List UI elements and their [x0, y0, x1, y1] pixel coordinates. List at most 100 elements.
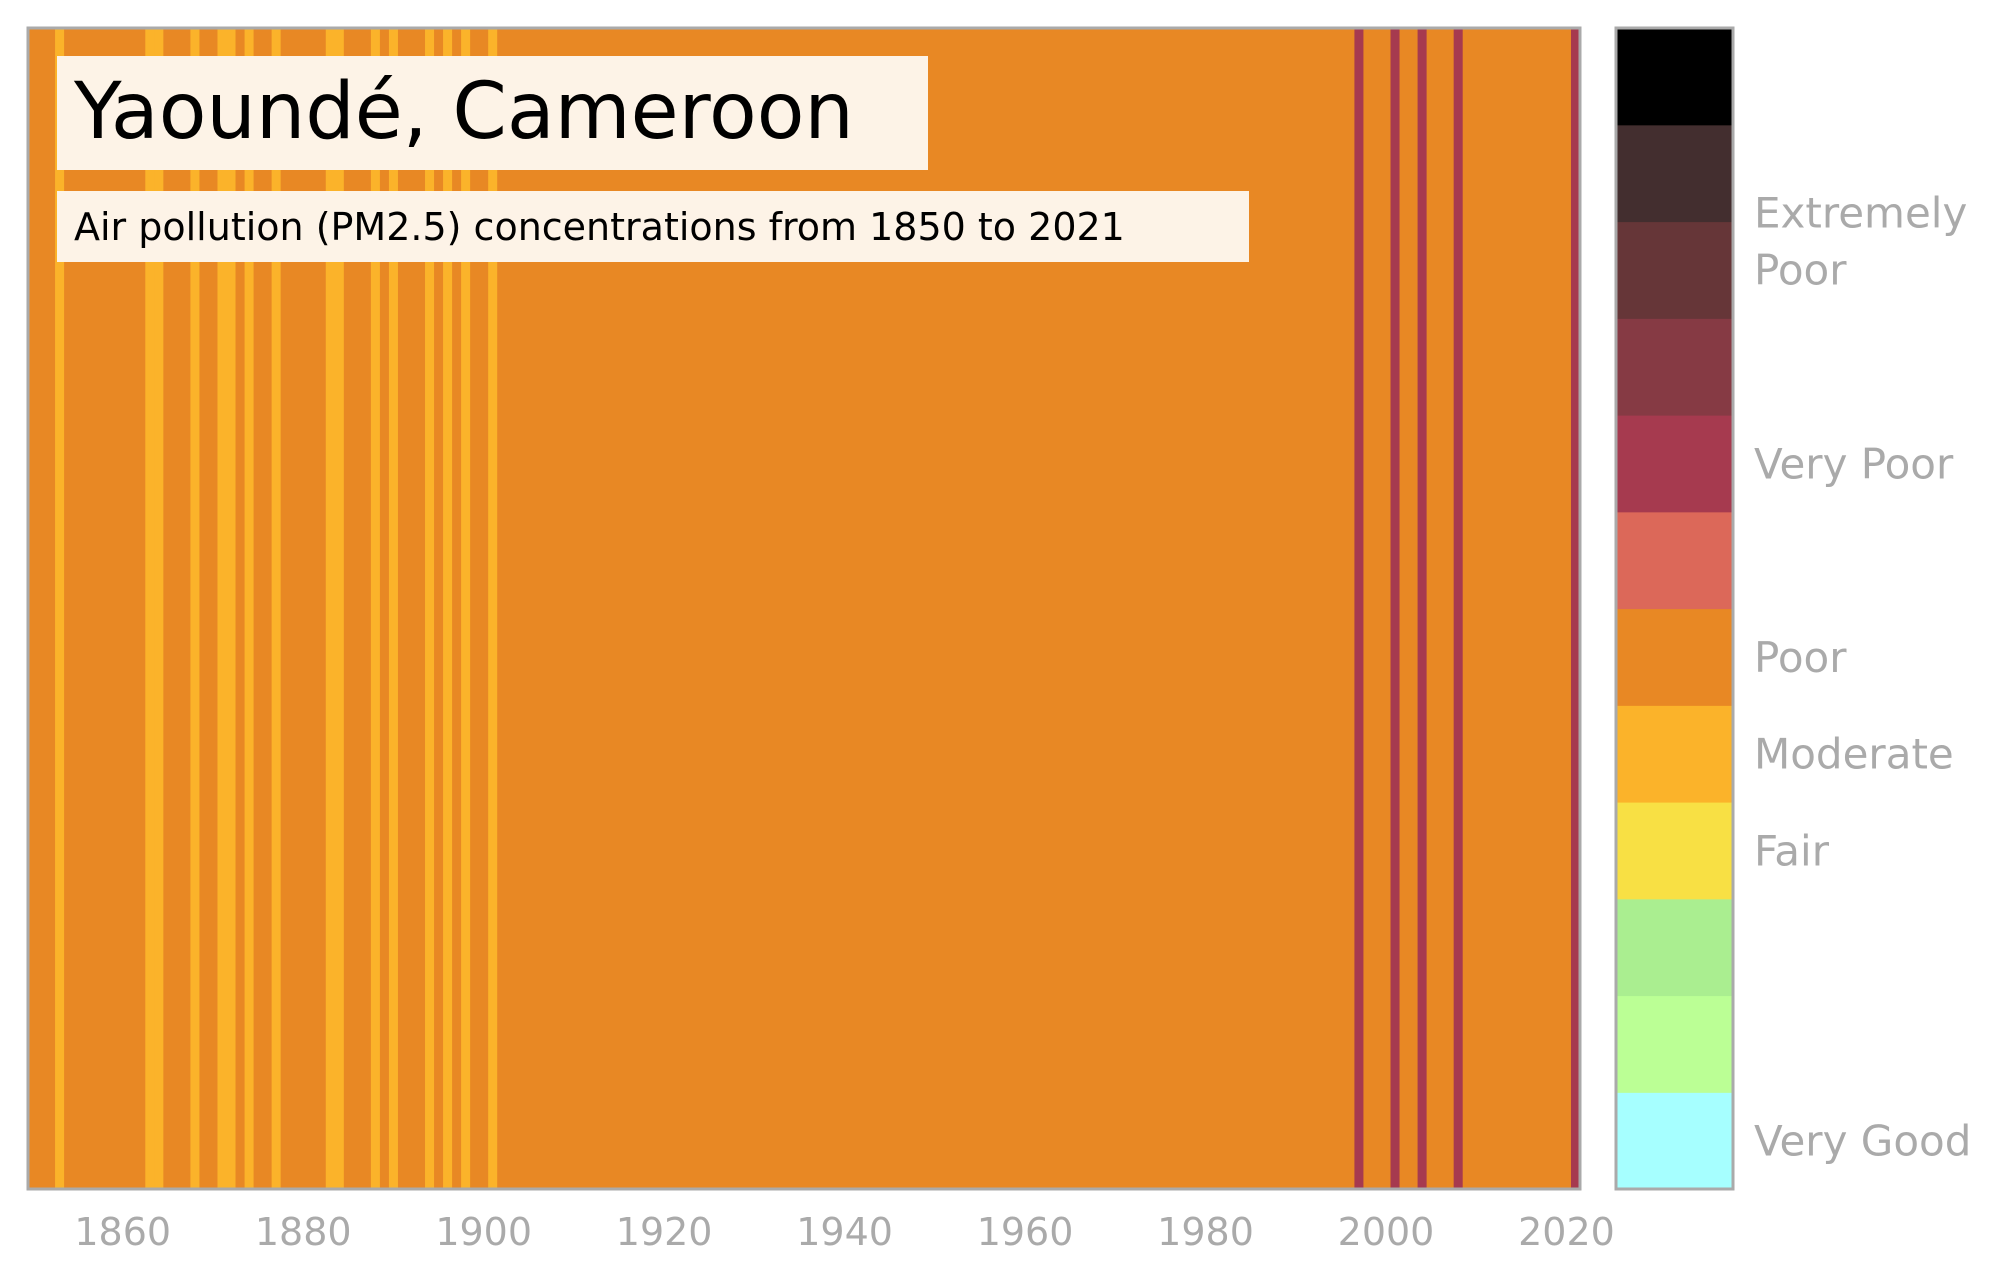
stripe-1985	[1246, 28, 1256, 1189]
stripe-1880	[298, 28, 309, 1189]
stripe-1990	[1291, 28, 1301, 1189]
stripe-1950	[930, 28, 940, 1189]
stripe-1867	[181, 28, 192, 1189]
stripe-1986	[1255, 28, 1265, 1189]
colorbar-labels: Very Good Fair Moderate Poor Very Poor Extrem…	[1754, 189, 1971, 1166]
stripe-2004	[1417, 28, 1428, 1189]
stripe-1893	[416, 28, 426, 1189]
colorbar-bin	[1616, 318, 1733, 416]
stripe-1916	[623, 28, 634, 1189]
stripe-1962	[1038, 28, 1049, 1189]
x-tick-label: 1900	[435, 1210, 532, 1254]
stripe-1943	[867, 28, 877, 1189]
x-tick-label: 2000	[1338, 1210, 1435, 1254]
stripe-2007	[1444, 28, 1455, 1189]
stripe-1917	[632, 28, 643, 1189]
stripe-1911	[578, 28, 589, 1189]
stripe-1936	[804, 28, 814, 1189]
colorbar-label: Very Poor	[1754, 439, 1954, 488]
stripe-1855	[73, 28, 83, 1189]
colorbar-label: Extremely Poor	[1754, 189, 1967, 295]
stripe-1907	[542, 28, 552, 1189]
stripe-2013	[1498, 28, 1509, 1189]
colorbar-bin	[1616, 221, 1733, 319]
stripe-1981	[1210, 28, 1220, 1189]
stripe-2002	[1399, 28, 1410, 1189]
stripe-1920	[659, 28, 670, 1189]
stripe-1994	[1327, 28, 1337, 1189]
stripe-2021	[1570, 28, 1581, 1189]
stripe-2000	[1381, 28, 1392, 1189]
stripe-1971	[1119, 28, 1130, 1189]
stripe-1858	[100, 28, 110, 1189]
stripe-2016	[1525, 28, 1536, 1189]
stripe-2019	[1552, 28, 1563, 1189]
stripe-1915	[614, 28, 625, 1189]
stripe-1978	[1182, 28, 1193, 1189]
stripe-1969	[1101, 28, 1112, 1189]
stripe-1919	[650, 28, 661, 1189]
stripe-2010	[1471, 28, 1482, 1189]
colorbar-bin	[1616, 511, 1733, 610]
stripe-1854	[64, 28, 74, 1189]
colorbar	[1616, 28, 1733, 1190]
stripe-1861	[127, 28, 137, 1189]
stripe-1857	[91, 28, 101, 1189]
stripe-1946	[894, 28, 904, 1189]
stripe-1959	[1011, 28, 1022, 1189]
stripe-1987	[1264, 28, 1274, 1189]
stripe-1955	[975, 28, 986, 1189]
stripe-1997	[1354, 28, 1365, 1189]
colorbar-frame	[1614, 26, 1735, 1191]
stripe-2006	[1435, 28, 1446, 1189]
stripe-1957	[993, 28, 1004, 1189]
stripe-1918	[641, 28, 652, 1189]
stripe-1902	[497, 28, 507, 1189]
stripe-1965	[1065, 28, 1076, 1189]
stripe-1975	[1155, 28, 1166, 1189]
stripe-1901	[488, 28, 498, 1189]
stripe-2018	[1543, 28, 1554, 1189]
stripe-1924	[695, 28, 706, 1189]
stripe-1960	[1020, 28, 1031, 1189]
stripe-1869	[199, 28, 210, 1189]
stripe-1853	[55, 28, 65, 1189]
colorbar-bin	[1616, 608, 1733, 706]
stripe-1961	[1029, 28, 1040, 1189]
stripe-1974	[1146, 28, 1157, 1189]
colorbar-label: Fair	[1754, 826, 1830, 875]
stripe-1866	[172, 28, 182, 1189]
stripe-1888	[370, 28, 381, 1189]
stripe-1875	[253, 28, 264, 1189]
stripe-1870	[208, 28, 219, 1189]
stripe-1938	[822, 28, 832, 1189]
stripe-1941	[849, 28, 859, 1189]
stripe-1964	[1056, 28, 1067, 1189]
stripe-1939	[831, 28, 841, 1189]
stripes-layer	[28, 28, 1581, 1189]
stripe-1992	[1309, 28, 1319, 1189]
stripe-1883	[325, 28, 336, 1189]
colorbar-bin	[1616, 898, 1733, 997]
stripe-1926	[713, 28, 724, 1189]
x-tick-label: 1920	[616, 1210, 713, 1254]
stripe-1951	[939, 28, 949, 1189]
stripe-1909	[560, 28, 570, 1189]
stripe-1852	[46, 28, 56, 1189]
chart-title: Yaoundé, Cameroon	[74, 67, 854, 157]
stripe-1860	[118, 28, 128, 1189]
stripe-1984	[1237, 28, 1247, 1189]
stripe-1991	[1300, 28, 1310, 1189]
x-tick-label: 1960	[977, 1210, 1074, 1254]
stripe-1942	[858, 28, 868, 1189]
stripe-1889	[379, 28, 390, 1189]
stripe-1906	[533, 28, 543, 1189]
stripe-1953	[957, 28, 968, 1189]
stripe-1954	[966, 28, 977, 1189]
stripe-1927	[722, 28, 733, 1189]
stripe-1878	[280, 28, 291, 1189]
x-tick-label: 1880	[255, 1210, 352, 1254]
stripe-2011	[1480, 28, 1491, 1189]
stripe-2005	[1426, 28, 1437, 1189]
